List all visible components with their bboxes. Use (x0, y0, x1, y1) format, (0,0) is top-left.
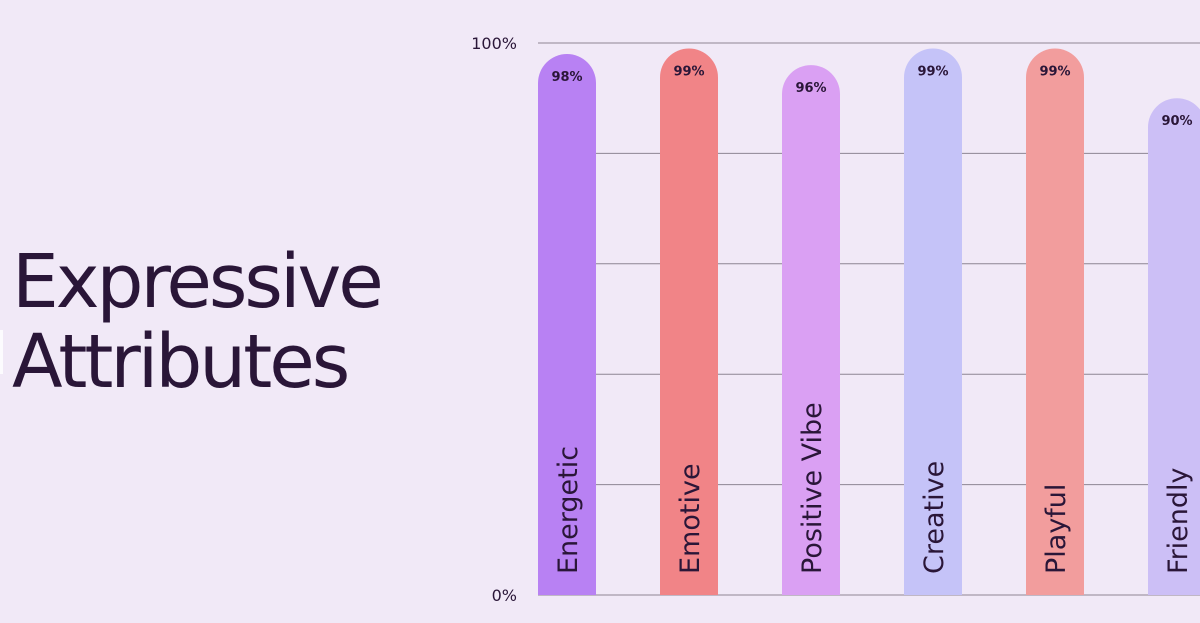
value-label: 96% (795, 81, 826, 96)
edge-marker (0, 330, 3, 374)
bar-positive-vibe (782, 65, 840, 595)
category-label: Emotive (675, 463, 706, 574)
bar-creative (904, 48, 962, 595)
category-label: Playful (1041, 484, 1072, 574)
headline-line-2: Attributes (12, 319, 350, 405)
category-label: Energetic (553, 446, 584, 574)
value-label: 99% (673, 65, 704, 80)
value-label: 99% (1039, 65, 1070, 80)
bar-friendly (1148, 98, 1200, 595)
bars (538, 48, 1200, 596)
bar-emotive (660, 48, 718, 595)
category-label: Friendly (1163, 467, 1194, 574)
value-label: 99% (917, 65, 948, 80)
value-label: 90% (1161, 114, 1192, 129)
headline-line-1: Expressive (12, 239, 384, 325)
category-label: Creative (919, 461, 950, 574)
y-tick-label: 0% (492, 586, 517, 605)
y-tick-label: 100% (471, 34, 517, 53)
bar-energetic (538, 54, 596, 596)
value-label: 98% (551, 70, 582, 85)
chart-headline: Expressive Attributes (12, 239, 384, 405)
gridlines (538, 42, 1200, 596)
bar-playful (1026, 48, 1084, 595)
labels: 100% 0% 98% Energetic 99% Emotive 96% Positive … (471, 34, 1194, 605)
category-label: Positive Vibe (797, 402, 828, 574)
